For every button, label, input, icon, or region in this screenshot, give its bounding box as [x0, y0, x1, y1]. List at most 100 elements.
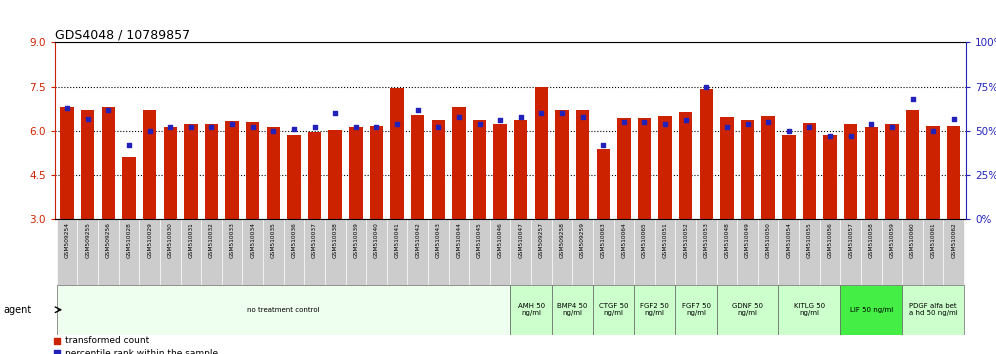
Text: GSM510029: GSM510029	[147, 222, 152, 258]
Bar	[865, 127, 878, 219]
Bar	[98, 219, 119, 285]
Text: GSM510055: GSM510055	[807, 222, 812, 258]
Text: GSM509256: GSM509256	[106, 222, 111, 258]
Text: GSM510062: GSM510062	[951, 222, 956, 258]
Text: GSM510064: GSM510064	[622, 222, 626, 258]
Bar	[824, 135, 837, 219]
Text: GSM510050: GSM510050	[766, 222, 771, 258]
Text: GSM510047: GSM510047	[518, 222, 523, 258]
Text: GSM510039: GSM510039	[354, 222, 359, 258]
Text: GSM510035: GSM510035	[271, 222, 276, 258]
Point	[492, 118, 508, 123]
Point	[409, 107, 425, 113]
Point	[513, 114, 529, 120]
Bar	[346, 219, 367, 285]
Text: GSM509258: GSM509258	[560, 222, 565, 258]
Bar	[367, 219, 386, 285]
Bar	[350, 127, 363, 219]
Bar	[142, 110, 156, 219]
Bar	[184, 125, 197, 219]
Bar	[593, 219, 614, 285]
Point	[162, 125, 178, 130]
Point	[760, 119, 776, 125]
Bar	[78, 219, 98, 285]
Text: GSM510065: GSM510065	[642, 222, 647, 258]
Bar	[758, 219, 779, 285]
Text: GSM510048: GSM510048	[724, 222, 729, 258]
Bar	[102, 107, 116, 219]
Point	[122, 142, 137, 148]
Bar	[779, 219, 799, 285]
Text: GSM510045: GSM510045	[477, 222, 482, 258]
Text: GDNF 50
ng/ml: GDNF 50 ng/ml	[732, 303, 763, 316]
Text: GSM509255: GSM509255	[86, 222, 91, 258]
Bar	[308, 132, 322, 219]
Bar	[593, 285, 634, 335]
Text: GSM510028: GSM510028	[126, 222, 131, 258]
Bar	[431, 120, 445, 219]
Bar	[531, 219, 552, 285]
Bar	[779, 285, 841, 335]
Point	[451, 114, 467, 120]
Text: GSM510034: GSM510034	[250, 222, 255, 258]
Text: GSM510036: GSM510036	[292, 222, 297, 258]
Bar	[717, 219, 737, 285]
Text: GSM510031: GSM510031	[188, 222, 193, 258]
Bar	[618, 118, 630, 219]
Point	[925, 128, 941, 134]
Bar	[741, 120, 754, 219]
Text: CTGF 50
ng/ml: CTGF 50 ng/ml	[599, 303, 628, 316]
Bar	[287, 135, 301, 219]
Bar	[799, 219, 820, 285]
Bar	[370, 126, 383, 219]
Bar	[614, 219, 634, 285]
Text: AMH 50
ng/ml: AMH 50 ng/ml	[518, 303, 545, 316]
Bar	[943, 219, 964, 285]
Text: GDS4048 / 10789857: GDS4048 / 10789857	[55, 28, 190, 41]
Text: GSM510030: GSM510030	[167, 222, 172, 258]
Text: GSM509257: GSM509257	[539, 222, 544, 258]
Bar	[205, 125, 218, 219]
Text: GSM510038: GSM510038	[333, 222, 338, 258]
Text: GSM509259: GSM509259	[580, 222, 585, 258]
Text: GSM510061: GSM510061	[930, 222, 935, 258]
Text: GSM510057: GSM510057	[849, 222, 854, 258]
Text: GSM510058: GSM510058	[869, 222, 873, 258]
Point	[802, 125, 818, 130]
Bar	[597, 149, 610, 219]
Bar	[841, 285, 902, 335]
Bar	[263, 219, 284, 285]
Text: GSM510046: GSM510046	[498, 222, 503, 258]
Bar	[81, 110, 95, 219]
Bar	[490, 219, 511, 285]
Bar	[123, 157, 135, 219]
Bar	[390, 88, 403, 219]
Bar	[552, 219, 573, 285]
Text: no treatment control: no treatment control	[247, 307, 320, 313]
Point	[843, 133, 859, 139]
Text: GSM510054: GSM510054	[786, 222, 791, 258]
Text: transformed count: transformed count	[65, 336, 149, 345]
Point	[271, 175, 287, 181]
Point	[59, 105, 75, 111]
Point	[740, 121, 756, 127]
Bar	[511, 285, 552, 335]
Bar	[841, 219, 861, 285]
Bar	[923, 219, 943, 285]
Point	[328, 110, 344, 116]
Bar	[552, 285, 593, 335]
Bar	[411, 115, 424, 219]
Point	[348, 125, 364, 130]
Bar	[902, 285, 964, 335]
Bar	[576, 110, 590, 219]
Text: GSM510063: GSM510063	[601, 222, 606, 258]
Bar	[119, 219, 139, 285]
Point	[719, 125, 735, 130]
Text: LIF 50 ng/ml: LIF 50 ng/ml	[850, 307, 892, 313]
Bar	[654, 219, 675, 285]
Bar	[428, 219, 448, 285]
Bar	[762, 116, 775, 219]
Point	[80, 116, 96, 121]
Text: GSM510053: GSM510053	[704, 222, 709, 258]
Point	[883, 125, 899, 130]
